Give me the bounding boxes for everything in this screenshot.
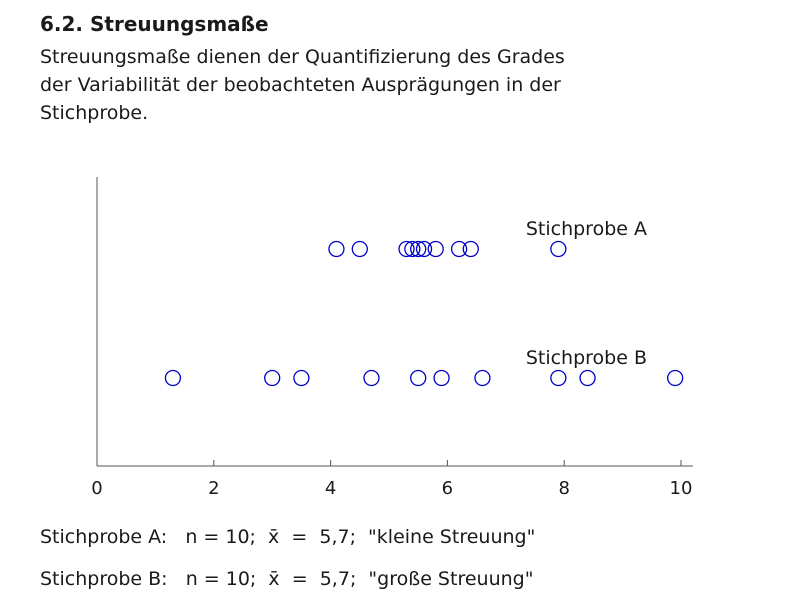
x-tick-label: 2: [208, 478, 219, 499]
data-point: [667, 369, 684, 387]
data-point: [164, 369, 182, 387]
data-point: [293, 369, 310, 387]
data-point: [579, 369, 596, 387]
x-tick-label: 0: [91, 478, 102, 499]
x-axis-ticks: 0 2 4 6 8 10: [91, 460, 692, 499]
data-point: [462, 240, 479, 258]
series-a: Stichprobe A: [328, 218, 647, 258]
intro-line: Streuungsmaße dienen der Quantifizierung…: [40, 46, 565, 68]
data-point: [264, 369, 281, 387]
x-tick-label: 10: [670, 478, 693, 499]
series-label: Stichprobe B: [526, 347, 647, 369]
data-point: [404, 240, 421, 258]
series-label: Stichprobe A: [526, 218, 647, 240]
x-tick-label: 8: [558, 478, 569, 499]
page-title: 6.2. Streuungsmaße: [40, 12, 269, 36]
x-tick-label: 6: [442, 478, 453, 499]
series-b: Stichprobe B: [164, 347, 684, 387]
intro-line: der Variabilität der beobachteten Ausprä…: [40, 74, 561, 96]
data-point: [450, 240, 468, 258]
data-point: [410, 240, 427, 258]
data-point: [398, 240, 415, 258]
summary-line-b: Stichprobe B: n = 10; x̄ = 5,7; "große S…: [40, 568, 534, 590]
x-tick-label: 4: [325, 478, 336, 499]
summary-line-a: Stichprobe A: n = 10; x̄ = 5,7; "kleine …: [40, 526, 536, 548]
data-point: [433, 369, 450, 387]
intro-line: Stichprobe.: [40, 102, 149, 124]
data-point: [427, 240, 444, 258]
data-point: [474, 369, 491, 387]
data-point: [351, 240, 368, 258]
data-point: [363, 369, 380, 387]
data-point: [550, 369, 567, 387]
data-point: [410, 369, 427, 387]
data-point: [328, 240, 345, 258]
data-point: [415, 240, 433, 258]
data-point: [550, 240, 567, 258]
intro-text: Streuungsmaße dienen der Quantifizierung…: [40, 43, 640, 127]
